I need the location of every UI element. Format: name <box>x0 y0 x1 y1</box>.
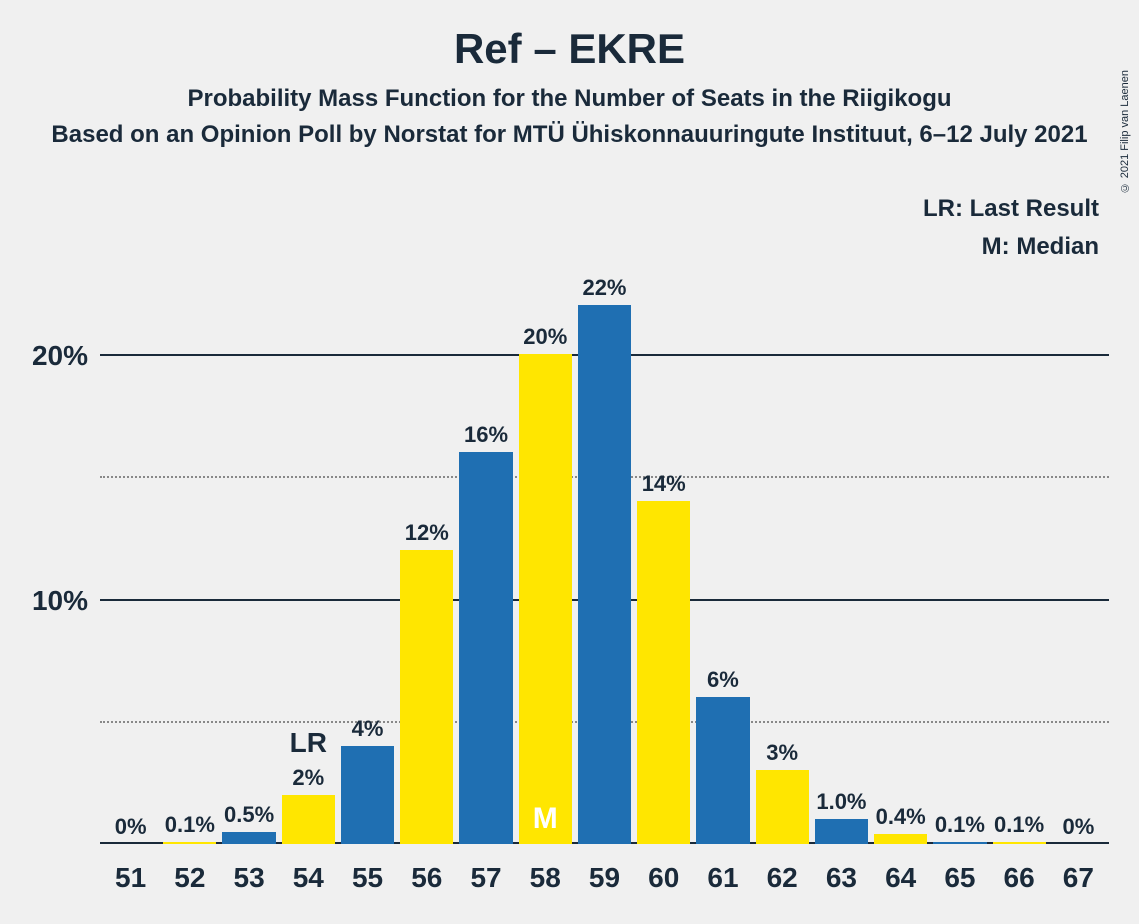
median-marker: M <box>533 802 558 836</box>
bar-wrap: 20% M <box>519 280 572 844</box>
x-axis-tick-label: 56 <box>400 862 453 894</box>
bar-wrap: 16% <box>459 280 512 844</box>
chart-container: Ref – EKRE Probability Mass Function for… <box>0 0 1139 924</box>
last-result-marker: LR <box>290 727 327 759</box>
bar: 0.4% <box>874 834 927 844</box>
bar-wrap: 14% <box>637 280 690 844</box>
bar: 2%LR <box>282 795 335 844</box>
legend-median: M: Median <box>923 228 1099 266</box>
bar-value-label: 12% <box>405 520 449 546</box>
chart-subtitle: Probability Mass Function for the Number… <box>0 85 1139 113</box>
bar-value-label: 0.1% <box>935 812 985 838</box>
bar: 14% <box>637 501 690 844</box>
x-axis-tick-label: 52 <box>163 862 216 894</box>
bar-value-label: 14% <box>642 471 686 497</box>
x-axis-tick-label: 66 <box>993 862 1046 894</box>
copyright-text: © 2021 Filip van Laenen <box>1119 70 1131 193</box>
bar-wrap: 0.1% <box>163 280 216 844</box>
bar-wrap: 4% <box>341 280 394 844</box>
bar-wrap: 3% <box>756 280 809 844</box>
bar-value-label: 22% <box>582 275 626 301</box>
chart-title: Ref – EKRE <box>0 25 1139 73</box>
bar-wrap: 0.1% <box>993 280 1046 844</box>
x-axis: 5152535455565758596061626364656667 <box>100 862 1109 894</box>
bar-wrap: 1.0% <box>815 280 868 844</box>
bar: 6% <box>696 697 749 844</box>
bar-value-label: 1.0% <box>816 789 866 815</box>
bar: 12% <box>400 550 453 844</box>
bar-value-label: 0.5% <box>224 802 274 828</box>
chart-source: Based on an Opinion Poll by Norstat for … <box>0 121 1139 149</box>
bar-value-label: 0.4% <box>876 804 926 830</box>
bar: 16% <box>459 452 512 844</box>
x-axis-tick-label: 61 <box>696 862 749 894</box>
x-axis-tick-label: 62 <box>756 862 809 894</box>
bar: 0.5% <box>222 832 275 844</box>
bar-value-label: 0.1% <box>994 812 1044 838</box>
x-axis-tick-label: 51 <box>104 862 157 894</box>
bar-value-label: 16% <box>464 422 508 448</box>
bar: 0.1% <box>163 842 216 844</box>
bar-value-label: 0% <box>115 814 147 840</box>
bar-value-label: 6% <box>707 667 739 693</box>
bars-group: 0%0.1%0.5%2%LR4%12%16%20%M22%14%6%3%1.0%… <box>100 280 1109 844</box>
bar-value-label: 2% <box>292 765 324 791</box>
x-axis-tick-label: 67 <box>1052 862 1105 894</box>
bar: 20%M <box>519 354 572 844</box>
bar: 22% <box>578 305 631 844</box>
x-axis-tick-label: 55 <box>341 862 394 894</box>
bar-value-label: 3% <box>766 740 798 766</box>
bar: 1.0% <box>815 819 868 844</box>
bar-value-label: 4% <box>352 716 384 742</box>
bar-wrap: 22% <box>578 280 631 844</box>
x-axis-tick-label: 57 <box>459 862 512 894</box>
chart-plot-area: 10%20% 0%0.1%0.5%2%LR4%12%16%20%M22%14%6… <box>100 280 1109 844</box>
x-axis-tick-label: 59 <box>578 862 631 894</box>
y-axis-tick-label: 20% <box>32 340 88 372</box>
x-axis-tick-label: 54 <box>282 862 335 894</box>
bar-wrap: 2% LR <box>282 280 335 844</box>
x-axis-tick-label: 64 <box>874 862 927 894</box>
x-axis-tick-label: 58 <box>519 862 572 894</box>
x-axis-tick-label: 63 <box>815 862 868 894</box>
bar-value-label: 20% <box>523 324 567 350</box>
bar-wrap: 0.4% <box>874 280 927 844</box>
bar-wrap: 0% <box>104 280 157 844</box>
bar-wrap: 0% <box>1052 280 1105 844</box>
legend: LR: Last Result M: Median <box>923 190 1099 267</box>
bar: 4% <box>341 746 394 844</box>
bar-wrap: 6% <box>696 280 749 844</box>
bar: 0.1% <box>933 842 986 844</box>
x-axis-tick-label: 65 <box>933 862 986 894</box>
x-axis-tick-label: 53 <box>222 862 275 894</box>
legend-lr: LR: Last Result <box>923 190 1099 228</box>
bar-wrap: 12% <box>400 280 453 844</box>
bar-wrap: 0.5% <box>222 280 275 844</box>
bar: 3% <box>756 770 809 844</box>
x-axis-tick-label: 60 <box>637 862 690 894</box>
bar-value-label: 0.1% <box>165 812 215 838</box>
bar-value-label: 0% <box>1062 814 1094 840</box>
bar: 0.1% <box>993 842 1046 844</box>
y-axis-tick-label: 10% <box>32 585 88 617</box>
bar-wrap: 0.1% <box>933 280 986 844</box>
